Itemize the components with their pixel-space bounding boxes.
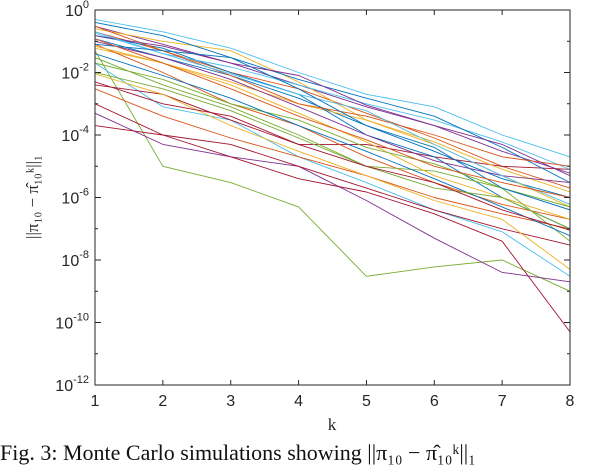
series-line	[95, 31, 570, 205]
series-layer	[95, 18, 570, 333]
x-axis-label: k	[328, 415, 337, 434]
series-line	[95, 28, 570, 193]
y-tick-label: 100	[65, 0, 89, 20]
series-line	[95, 81, 570, 231]
series-line	[95, 45, 570, 220]
y-tick-label: 10-12	[55, 374, 89, 395]
series-line	[95, 38, 570, 198]
y-tick-label: 10-10	[55, 312, 89, 333]
series-line	[95, 73, 570, 270]
series-line	[95, 21, 570, 183]
series-line	[95, 25, 570, 174]
y-axis-label: ||π₁₀ − π̂₁₀ᵏ||₁	[23, 155, 42, 239]
plot-frame	[94, 9, 571, 386]
series-line	[95, 62, 570, 277]
series-line	[95, 18, 570, 158]
y-tick-label: 10-4	[61, 124, 89, 145]
series-line	[95, 35, 570, 177]
series-line	[95, 43, 570, 220]
x-tick-label: 2	[158, 393, 167, 410]
figure-caption: Fig. 3: Monte Carlo simulations showing …	[0, 440, 476, 465]
series-line	[95, 25, 570, 167]
series-line	[95, 103, 570, 333]
series-line	[95, 40, 570, 184]
x-tick-label: 3	[226, 393, 235, 410]
x-tick-label: 7	[498, 393, 507, 410]
x-tick-label: 4	[294, 393, 303, 410]
x-tick-label: 8	[566, 393, 575, 410]
x-tick-label: 6	[430, 393, 439, 410]
series-line	[95, 43, 570, 211]
series-line	[95, 50, 570, 292]
y-tick-label: 10-2	[61, 62, 89, 83]
series-line	[95, 88, 570, 230]
series-line	[95, 53, 570, 237]
ticks-layer: 1 2 3 4 5 6 7 8 100 10-2 10-4 10-6 10-8 10-10 10-12	[55, 0, 574, 410]
x-tick-label: 5	[362, 393, 371, 410]
series-line	[95, 62, 570, 242]
y-tick-label: 10-8	[61, 249, 89, 270]
series-line	[95, 112, 570, 283]
y-tick-label: 10-6	[61, 187, 89, 208]
series-line	[95, 32, 570, 170]
series-line	[95, 57, 570, 230]
series-line	[95, 72, 570, 208]
x-tick-label: 1	[91, 393, 100, 410]
series-line	[95, 125, 570, 246]
